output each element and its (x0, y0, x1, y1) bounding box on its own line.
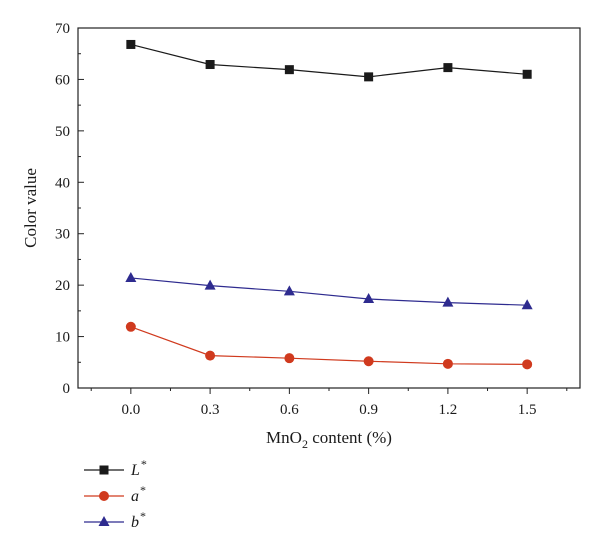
data-point (364, 72, 374, 82)
legend-label: L* (130, 457, 147, 479)
data-point (521, 299, 533, 310)
x-tick-label: 0.6 (280, 402, 299, 418)
x-tick-label: 0.9 (359, 402, 378, 418)
legend-series-name: L (130, 462, 140, 479)
data-point (442, 358, 453, 369)
data-point (522, 359, 533, 370)
x-axis-title-rest: content (%) (308, 428, 392, 447)
y-axis: 0 10 20 30 40 50 60 70 (55, 21, 84, 397)
data-point (205, 350, 216, 361)
x-tick-label: 1.5 (518, 402, 537, 418)
x-axis-title-subscript: 2 (302, 437, 308, 451)
y-axis-title: Color value (21, 168, 40, 248)
y-tick-label: 10 (55, 330, 70, 346)
legend-superscript: * (141, 457, 147, 471)
data-point (363, 293, 375, 304)
data-point (363, 356, 374, 367)
x-axis-title-main: MnO (266, 428, 302, 447)
data-point (284, 65, 294, 75)
legend-label: b* (131, 509, 146, 531)
x-axis: 0.0 0.3 0.6 0.9 1.2 1.5 (90, 388, 568, 418)
legend-marker (99, 465, 109, 475)
data-point (125, 321, 136, 332)
data-point (125, 271, 137, 282)
series-line (130, 43, 528, 78)
y-tick-label: 40 (55, 175, 70, 191)
data-point (442, 296, 454, 307)
y-tick-label: 60 (55, 72, 70, 88)
series-l-star (126, 39, 532, 82)
legend-item: a* (84, 483, 146, 505)
series-line (130, 277, 528, 306)
plot-frame (77, 27, 581, 389)
x-tick-label: 1.2 (439, 402, 458, 418)
y-tick-label: 70 (55, 21, 70, 37)
legend-marker (99, 491, 109, 501)
legend-series-name: b (131, 514, 139, 531)
data-point (283, 285, 295, 296)
legend-superscript: * (140, 509, 146, 523)
legend-marker (98, 516, 110, 526)
x-axis-title: MnO2 content (%) (266, 428, 392, 451)
y-tick-label: 20 (55, 278, 70, 294)
x-tick-label: 0.3 (201, 402, 220, 418)
legend-label: a* (131, 483, 146, 505)
y-tick-label: 50 (55, 124, 70, 140)
legend: L*a*b* (84, 457, 147, 531)
series-b-star (125, 271, 533, 310)
data-point (204, 279, 216, 290)
data-point (126, 39, 136, 49)
y-tick-label: 30 (55, 227, 70, 243)
legend-item: b* (84, 509, 146, 531)
series-line (130, 326, 528, 365)
data-point (443, 63, 453, 73)
y-tick-label: 0 (63, 381, 71, 397)
series-layer (125, 39, 533, 370)
legend-item: L* (84, 457, 147, 479)
data-point (522, 69, 532, 79)
legend-series-name: a (131, 488, 139, 505)
legend-superscript: * (140, 483, 146, 497)
data-point (205, 60, 215, 70)
x-tick-label: 0.0 (121, 402, 140, 418)
data-point (284, 353, 295, 364)
series-a-star (125, 321, 533, 370)
